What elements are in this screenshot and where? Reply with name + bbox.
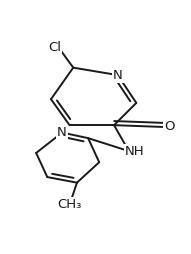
- Text: O: O: [164, 120, 175, 134]
- Text: N: N: [113, 69, 123, 82]
- Text: NH: NH: [125, 145, 144, 158]
- Text: Cl: Cl: [48, 41, 61, 54]
- Text: CH₃: CH₃: [57, 198, 82, 211]
- Text: N: N: [57, 126, 67, 139]
